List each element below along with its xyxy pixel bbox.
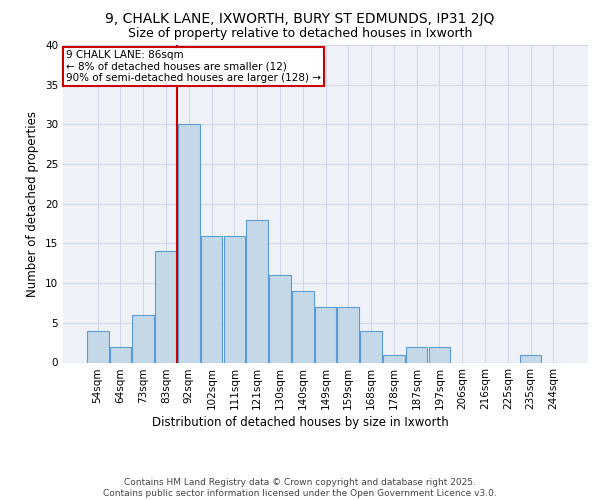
- Text: 9, CHALK LANE, IXWORTH, BURY ST EDMUNDS, IP31 2JQ: 9, CHALK LANE, IXWORTH, BURY ST EDMUNDS,…: [106, 12, 494, 26]
- Bar: [406, 346, 427, 362]
- Bar: [314, 307, 337, 362]
- Bar: [428, 346, 450, 362]
- Bar: [110, 346, 131, 362]
- Bar: [224, 236, 245, 362]
- Bar: [133, 315, 154, 362]
- Bar: [520, 354, 541, 362]
- Text: Contains HM Land Registry data © Crown copyright and database right 2025.
Contai: Contains HM Land Registry data © Crown c…: [103, 478, 497, 498]
- Text: 9 CHALK LANE: 86sqm
← 8% of detached houses are smaller (12)
90% of semi-detache: 9 CHALK LANE: 86sqm ← 8% of detached hou…: [65, 50, 320, 83]
- Text: Distribution of detached houses by size in Ixworth: Distribution of detached houses by size …: [152, 416, 448, 429]
- Bar: [269, 275, 291, 362]
- Bar: [201, 236, 223, 362]
- Bar: [87, 331, 109, 362]
- Bar: [155, 252, 177, 362]
- Text: Size of property relative to detached houses in Ixworth: Size of property relative to detached ho…: [128, 28, 472, 40]
- Bar: [292, 291, 314, 362]
- Bar: [247, 220, 268, 362]
- Bar: [383, 354, 404, 362]
- Y-axis label: Number of detached properties: Number of detached properties: [26, 111, 40, 296]
- Bar: [337, 307, 359, 362]
- Bar: [178, 124, 200, 362]
- Bar: [360, 331, 382, 362]
